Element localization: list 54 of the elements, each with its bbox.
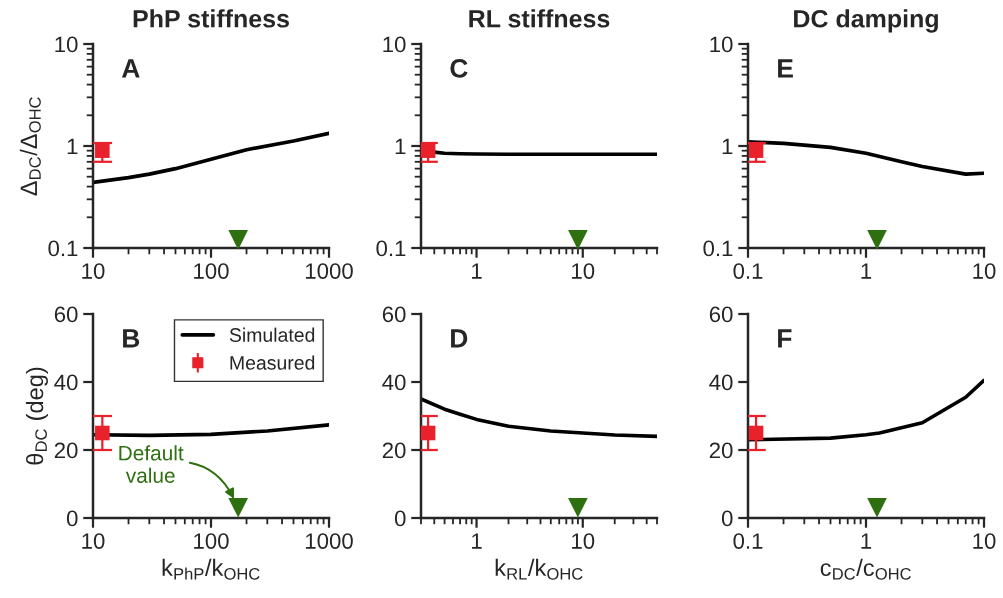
y-tick-label: 0 — [721, 510, 733, 527]
y-tick-label: 10 — [710, 36, 733, 53]
y-tick-label: 40 — [709, 374, 733, 391]
y-tick-label: 20 — [382, 442, 406, 459]
y-tick-label: 20 — [709, 442, 733, 459]
legend-label: Measured — [230, 355, 315, 370]
y-tick-label: 0 — [394, 510, 406, 527]
y-tick-label: 40 — [382, 374, 406, 391]
x-tick-label: 1000 — [305, 533, 353, 549]
x-tick-label: 1 — [861, 533, 872, 549]
legend-label: Simulated — [229, 327, 315, 342]
y-tick-label: 60 — [709, 306, 733, 323]
x-tick-label: 100 — [194, 533, 229, 549]
y-tick-label: 0.1 — [48, 240, 78, 257]
chart-title: DC damping — [794, 9, 938, 33]
y-tick-label: 10 — [55, 36, 78, 53]
y-tick-label: 0 — [66, 510, 78, 527]
y-axis-title: θ$_{DC}$ (deg) — [25, 367, 48, 465]
y-tick-label: 10 — [383, 36, 406, 53]
annotation: C — [450, 58, 468, 78]
chart-title: PhP stiffness — [133, 9, 289, 28]
y-tick-label: 60 — [54, 306, 78, 323]
annotation: D — [451, 329, 468, 348]
x-tick-label: 1 — [472, 533, 482, 549]
y-tick-label: 0.1 — [703, 240, 733, 257]
y-axis-title: Δ$_{DC}$/Δ$_{OHC}$ — [19, 97, 41, 196]
y-tick-label: 40 — [54, 374, 78, 391]
annotation: A — [121, 59, 140, 78]
y-tick-label: 1 — [722, 138, 733, 155]
x-tick-label: 10 — [572, 263, 595, 279]
x-tick-label: 1 — [472, 263, 482, 279]
x-tick-label: 10 — [82, 263, 105, 279]
y-tick-label: 60 — [382, 306, 406, 323]
x-tick-label: 100 — [194, 263, 229, 279]
x-tick-label: 1000 — [305, 263, 353, 279]
chart-title: RL stiffness — [469, 9, 610, 28]
x-tick-label: 0.1 — [733, 533, 763, 549]
x-tick-label: 10 — [973, 263, 996, 279]
y-tick-label: 0.1 — [376, 240, 406, 257]
x-tick-label: 10 — [973, 533, 996, 549]
annotation: F — [778, 329, 792, 348]
x-tick-label: 0.1 — [733, 263, 763, 279]
x-tick-label: 1 — [861, 263, 872, 279]
x-axis-title: k$_{RL}$/k$_{OHC}$ — [495, 558, 583, 580]
annotation: E — [778, 59, 793, 78]
y-tick-label: 1 — [67, 138, 78, 155]
x-axis-title: k$_{PhP}$/k$_{OHC}$ — [162, 558, 260, 580]
annotation: Default value — [119, 445, 184, 483]
x-tick-label: 10 — [82, 533, 105, 549]
x-axis-title: c$_{DC}$/c$_{OHC}$ — [820, 558, 911, 580]
y-tick-label: 1 — [395, 138, 406, 155]
x-tick-label: 10 — [572, 533, 595, 549]
y-tick-label: 20 — [54, 442, 78, 459]
annotation: B — [123, 329, 140, 348]
